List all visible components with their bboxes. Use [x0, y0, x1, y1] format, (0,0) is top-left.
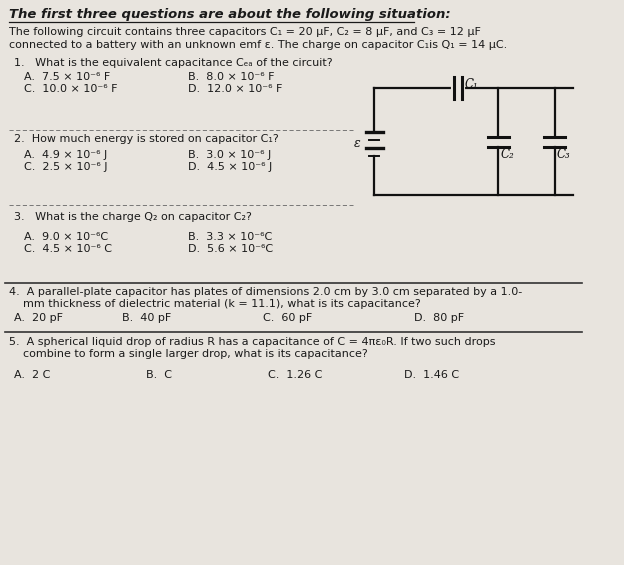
Text: B.  3.3 × 10⁻⁶C: B. 3.3 × 10⁻⁶C: [188, 232, 272, 242]
Text: combine to form a single larger drop, what is its capacitance?: combine to form a single larger drop, wh…: [9, 349, 368, 359]
Text: D.  4.5 × 10⁻⁶ J: D. 4.5 × 10⁻⁶ J: [188, 162, 272, 172]
Text: 1.   What is the equivalent capacitance Cₑₐ of the circuit?: 1. What is the equivalent capacitance Cₑ…: [14, 58, 333, 68]
Text: 3.   What is the charge Q₂ on capacitor C₂?: 3. What is the charge Q₂ on capacitor C₂…: [14, 212, 252, 222]
Text: 2.  How much energy is stored on capacitor C₁?: 2. How much energy is stored on capacito…: [14, 134, 279, 144]
Text: B.  C: B. C: [146, 370, 172, 380]
Text: C₂: C₂: [500, 149, 514, 162]
Text: C₃: C₃: [557, 149, 570, 162]
Text: A.  2 C: A. 2 C: [14, 370, 51, 380]
Text: ε: ε: [354, 137, 361, 150]
Text: A.  4.9 × 10⁻⁶ J: A. 4.9 × 10⁻⁶ J: [24, 150, 107, 160]
Text: C.  1.26 C: C. 1.26 C: [268, 370, 322, 380]
Text: D.  12.0 × 10⁻⁶ F: D. 12.0 × 10⁻⁶ F: [188, 84, 283, 94]
Text: C₁: C₁: [464, 78, 478, 91]
Text: C.  2.5 × 10⁻⁶ J: C. 2.5 × 10⁻⁶ J: [24, 162, 107, 172]
Text: A.  7.5 × 10⁻⁶ F: A. 7.5 × 10⁻⁶ F: [24, 72, 110, 82]
Text: connected to a battery with an unknown emf ε. The charge on capacitor C₁is Q₁ = : connected to a battery with an unknown e…: [9, 40, 508, 50]
Text: D.  80 pF: D. 80 pF: [414, 313, 464, 323]
Text: 4.  A parallel-plate capacitor has plates of dimensions 2.0 cm by 3.0 cm separat: 4. A parallel-plate capacitor has plates…: [9, 287, 523, 297]
Text: B.  40 pF: B. 40 pF: [122, 313, 172, 323]
Text: A.  9.0 × 10⁻⁶C: A. 9.0 × 10⁻⁶C: [24, 232, 107, 242]
Text: C.  60 pF: C. 60 pF: [263, 313, 313, 323]
Text: D.  5.6 × 10⁻⁶C: D. 5.6 × 10⁻⁶C: [188, 244, 273, 254]
Text: C.  10.0 × 10⁻⁶ F: C. 10.0 × 10⁻⁶ F: [24, 84, 117, 94]
Text: A.  20 pF: A. 20 pF: [14, 313, 63, 323]
Text: D.  1.46 C: D. 1.46 C: [404, 370, 459, 380]
Text: mm thickness of dielectric material (k = 11.1), what is its capacitance?: mm thickness of dielectric material (k =…: [9, 299, 421, 309]
Text: The following circuit contains three capacitors C₁ = 20 μF, C₂ = 8 μF, and C₃ = : The following circuit contains three cap…: [9, 27, 481, 37]
Text: B.  3.0 × 10⁻⁶ J: B. 3.0 × 10⁻⁶ J: [188, 150, 271, 160]
Text: The first three questions are about the following situation:: The first three questions are about the …: [9, 8, 451, 21]
Text: 5.  A spherical liquid drop of radius R has a capacitance of C = 4πε₀R. If two s: 5. A spherical liquid drop of radius R h…: [9, 337, 496, 347]
Text: C.  4.5 × 10⁻⁶ C: C. 4.5 × 10⁻⁶ C: [24, 244, 112, 254]
Text: B.  8.0 × 10⁻⁶ F: B. 8.0 × 10⁻⁶ F: [188, 72, 275, 82]
